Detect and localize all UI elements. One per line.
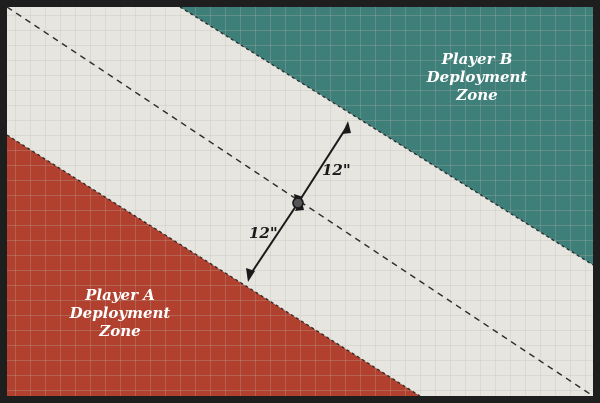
player-b-label-line-3: Zone (455, 86, 497, 104)
measurement-arrows (246, 121, 351, 282)
upper-measure-arrow (297, 124, 349, 204)
upper-measure-label: 12" (322, 161, 351, 179)
lower-arrowhead-bottom (246, 268, 255, 282)
lower-measure-label: 12" (249, 224, 278, 242)
upper-arrowhead-top (342, 121, 351, 134)
player-b-label-line-1: Player B (441, 50, 513, 68)
player-a-label-line-2: Deployment (69, 304, 171, 322)
player-a-label: Player A Deployment Zone (69, 286, 171, 340)
lower-measure-arrow (247, 202, 299, 279)
player-a-label-line-1: Player A (84, 286, 155, 304)
player-b-label: Player B Deployment Zone (426, 50, 528, 104)
center-point-marker (292, 197, 304, 209)
center-line (7, 7, 593, 396)
player-a-label-line-3: Zone (98, 322, 140, 340)
player-b-label-line-2: Deployment (426, 68, 528, 86)
